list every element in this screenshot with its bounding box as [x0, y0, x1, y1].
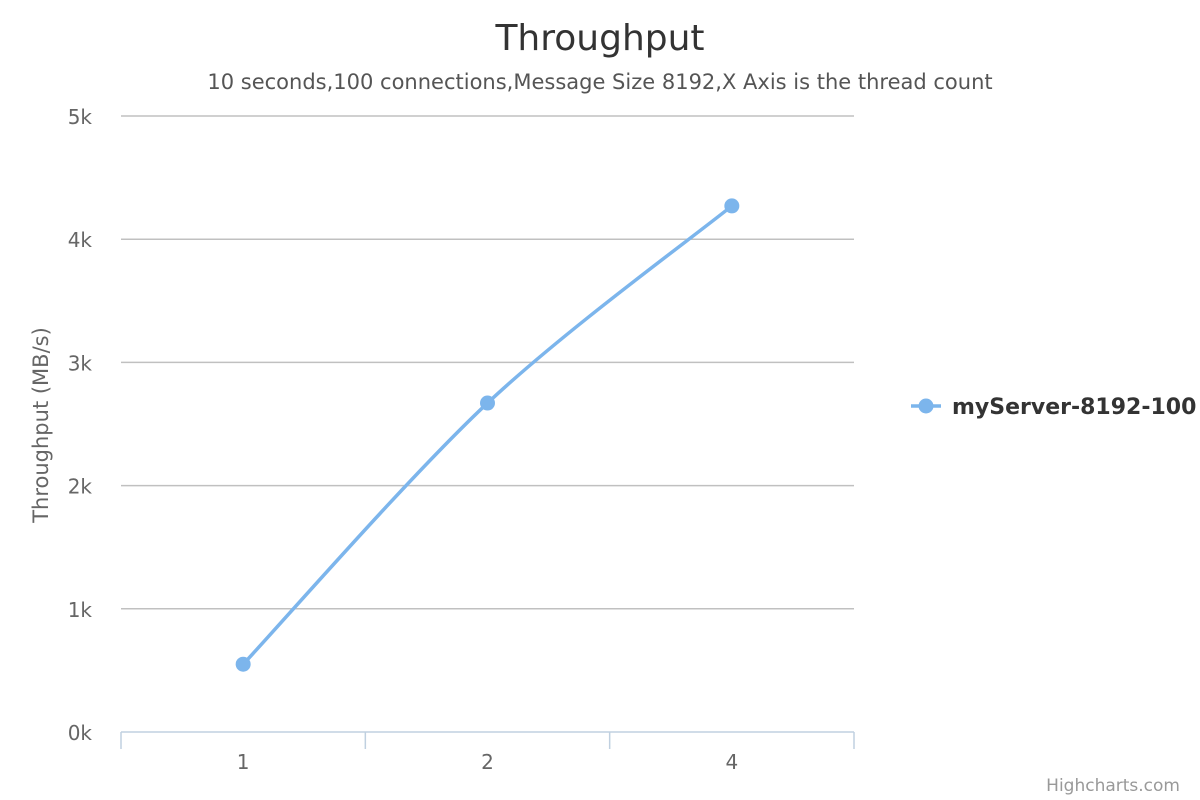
chart-title: Throughput [494, 18, 704, 59]
y-tick-label: 4k [68, 228, 93, 252]
grid-lines [121, 115, 854, 610]
y-tick-label: 0k [68, 721, 93, 745]
x-tick-label: 1 [237, 750, 250, 774]
x-tick-label: 2 [481, 750, 494, 774]
legend[interactable]: myServer-8192-100 [911, 395, 1196, 420]
series-line[interactable] [241, 204, 734, 666]
y-axis-tick-labels: 0k 1k 2k 3k 4k 5k [68, 105, 93, 745]
chart-subtitle: 10 seconds,100 connections,Message Size … [207, 70, 992, 94]
data-point-marker[interactable] [724, 198, 740, 214]
legend-marker-symbol [918, 398, 934, 414]
y-tick-label: 3k [68, 351, 93, 375]
legend-item-label: myServer-8192-100 [952, 395, 1196, 420]
data-point-marker[interactable] [235, 656, 251, 672]
credits-label[interactable]: Highcharts.com [1046, 776, 1180, 796]
y-tick-label: 1k [68, 598, 93, 622]
x-axis: 1 2 4 [120, 731, 855, 774]
y-tick-label: 2k [68, 475, 93, 499]
y-tick-label: 5k [68, 105, 93, 129]
y-axis-label: Throughput (MB/s) [29, 327, 53, 524]
legend-item[interactable]: myServer-8192-100 [911, 395, 1196, 420]
series-layer[interactable] [235, 198, 740, 672]
data-point-marker[interactable] [480, 395, 495, 411]
x-tick-label: 4 [725, 750, 738, 774]
